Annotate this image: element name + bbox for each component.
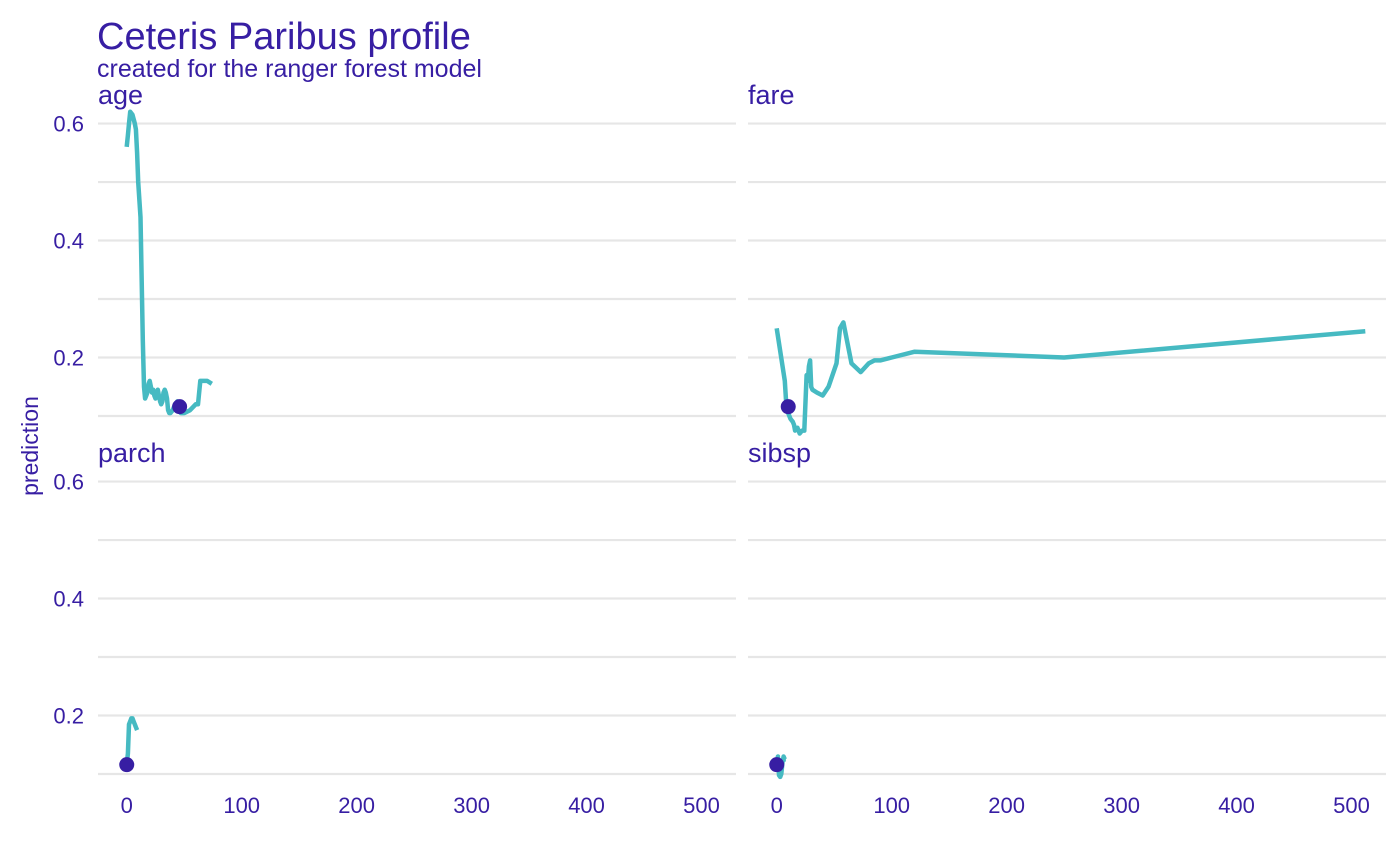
y-axis-label: prediction: [17, 396, 43, 496]
y-tick-label: 0.2: [53, 346, 84, 371]
x-tick-label: 200: [338, 793, 375, 818]
panel-fare: fare: [748, 80, 1386, 436]
y-tick-label: 0.6: [53, 112, 84, 137]
x-tick-label: 300: [1103, 793, 1140, 818]
observation-point-sibsp: [769, 757, 785, 773]
panel-label-parch: parch: [98, 438, 166, 468]
x-tick-label: 100: [223, 793, 260, 818]
chart-subtitle: created for the ranger forest model: [97, 55, 482, 83]
x-tick-label: 100: [873, 793, 910, 818]
y-tick-label: 0.4: [53, 229, 84, 254]
x-tick-label: 0: [771, 793, 783, 818]
y-tick-label: 0.6: [53, 470, 84, 495]
profile-line-fare: [774, 320, 1366, 436]
y-tick-label: 0.2: [53, 704, 84, 729]
panel-label-fare: fare: [748, 80, 795, 110]
facet-panels: age 0.2 0.4 0.6 fare parch 0.2 0.4 0.6 0 100 200 300…: [53, 80, 1386, 818]
x-tick-label: 400: [568, 793, 605, 818]
x-tick-label: 300: [453, 793, 490, 818]
x-tick-label: 200: [988, 793, 1025, 818]
x-tick-label: 400: [1218, 793, 1255, 818]
panel-parch: parch 0.2 0.4 0.6 0 100 200 300 400 500: [53, 438, 736, 818]
y-tick-label: 0.4: [53, 587, 84, 612]
profile-line-parch: [124, 716, 140, 765]
panel-sibsp: sibsp 0 100 200 300 400 500: [748, 438, 1386, 818]
x-tick-label: 500: [1333, 793, 1370, 818]
x-tick-label: 0: [121, 793, 133, 818]
chart-title: Ceteris Paribus profile: [97, 16, 471, 58]
observation-point-parch: [119, 757, 135, 773]
x-tick-label: 500: [683, 793, 720, 818]
panel-label-sibsp: sibsp: [748, 438, 811, 468]
panel-label-age: age: [98, 80, 143, 110]
panel-age: age 0.2 0.4 0.6: [53, 80, 736, 418]
observation-point-fare: [780, 399, 796, 415]
observation-point-age: [172, 399, 188, 415]
profile-line-age: [124, 109, 213, 416]
